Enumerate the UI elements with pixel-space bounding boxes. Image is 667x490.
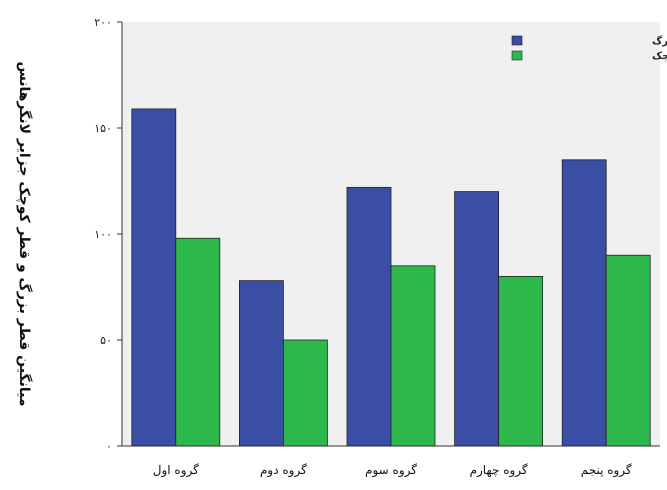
category-labels: گروه اول گروه دوم گروه سوم گروه چهارم گروه پ… <box>153 463 632 478</box>
legend: میانگین قطر بزرگ میانگین قطر کوچک <box>511 34 667 62</box>
y-axis-title: میانگین قطر بزرگ و قطر کوچک جزایر لانگره… <box>16 61 33 406</box>
legend-swatch <box>511 35 523 46</box>
x-category-label: گروه دوم <box>260 463 307 478</box>
y-tick-label: ۵۰ <box>100 334 112 347</box>
bar-large-diameter <box>561 159 607 447</box>
y-ticks: ۰ ۵۰ ۱۰۰ ۱۵۰ ۲۰۰ <box>94 16 122 453</box>
y-tick-label: ۰ <box>106 440 112 453</box>
bar-large-diameter <box>346 186 392 447</box>
bar-small-diameter <box>282 339 328 447</box>
bar-small-diameter <box>605 254 651 447</box>
y-tick-label: ۲۰۰ <box>94 16 112 29</box>
legend-label: میانگین قطر کوچک <box>652 49 667 62</box>
x-category-label: گروه چهارم <box>470 463 528 478</box>
bar-small-diameter <box>175 237 221 447</box>
bar-large-diameter <box>131 108 177 447</box>
bars <box>131 108 651 447</box>
bar-large-diameter <box>238 280 284 447</box>
bar-large-diameter <box>454 191 500 447</box>
legend-swatch <box>511 50 523 61</box>
x-category-label: گروه اول <box>153 463 199 478</box>
x-category-label: گروه پنجم <box>581 463 632 478</box>
bar-small-diameter <box>390 265 436 447</box>
y-tick-label: ۱۵۰ <box>94 122 112 135</box>
legend-label: میانگین قطر بزرگ <box>652 34 667 47</box>
y-tick-label: ۱۰۰ <box>94 228 112 241</box>
bar-small-diameter <box>498 275 544 447</box>
x-category-label: گروه سوم <box>365 463 417 478</box>
